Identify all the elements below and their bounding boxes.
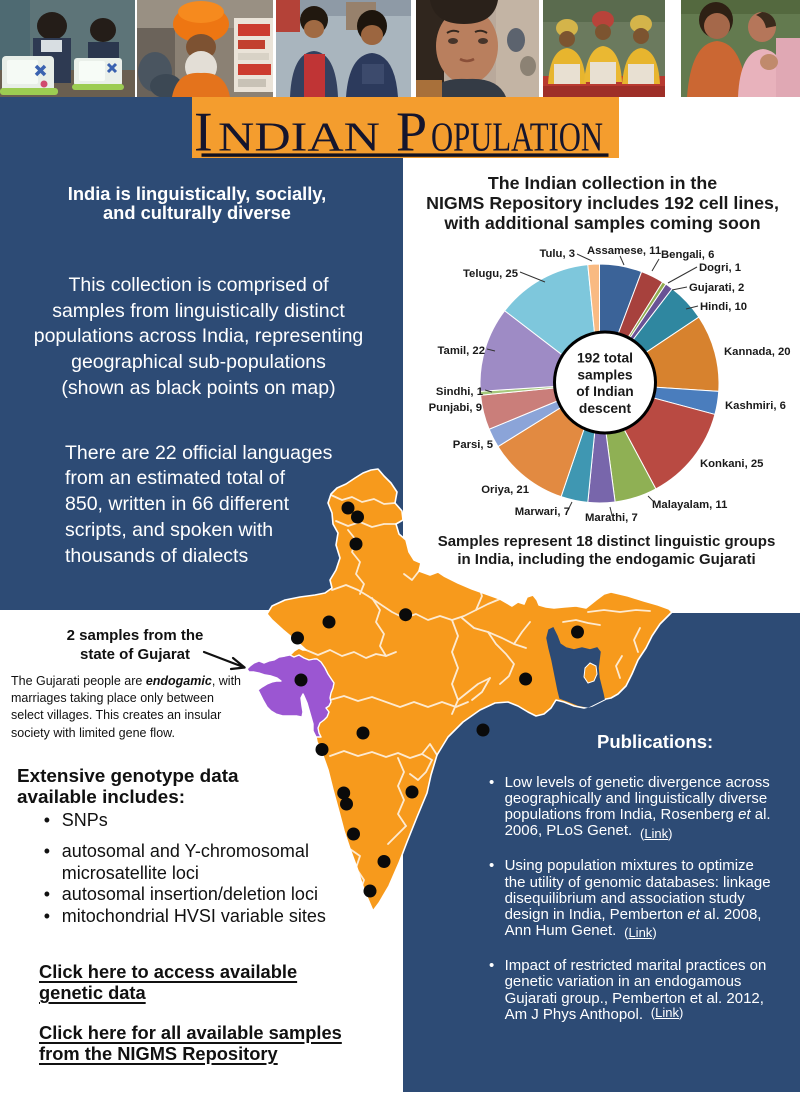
svg-text:Marathi, 7: Marathi, 7 [585,512,638,524]
svg-text:Hindi, 10: Hindi, 10 [700,301,747,313]
svg-text:Malayalam, 11: Malayalam, 11 [652,499,727,511]
svg-text:Dogri, 1: Dogri, 1 [699,262,741,274]
svg-text:Sindhi, 1: Sindhi, 1 [436,386,483,398]
svg-text:I: I [194,101,213,158]
svg-text:Gujarati, 2: Gujarati, 2 [689,282,744,294]
svg-text:samples: samples [577,367,633,382]
svg-text:P: P [396,101,427,158]
svg-text:Kashmiri, 6: Kashmiri, 6 [725,400,786,412]
svg-text:Tamil, 22: Tamil, 22 [437,345,485,357]
svg-text:Kannada, 20: Kannada, 20 [724,346,791,358]
svg-text:Bengali, 6: Bengali, 6 [661,249,714,261]
svg-text:Punjabi, 9: Punjabi, 9 [429,402,482,414]
svg-text:Marwari, 7: Marwari, 7 [515,506,570,518]
svg-text:descent: descent [579,401,632,416]
svg-text:NDIAN: NDIAN [218,113,380,158]
svg-text:Oriya, 21: Oriya, 21 [481,484,529,496]
svg-text:OPULATION: OPULATION [431,113,603,158]
svg-text:of Indian: of Indian [576,384,633,399]
svg-text:Assamese, 11: Assamese, 11 [587,245,661,257]
svg-text:192 total: 192 total [577,351,633,366]
svg-text:Parsi, 5: Parsi, 5 [453,439,493,451]
svg-text:Tulu, 3: Tulu, 3 [539,248,575,260]
svg-text:Konkani, 25: Konkani, 25 [700,458,763,470]
svg-text:Telugu, 25: Telugu, 25 [463,268,518,280]
